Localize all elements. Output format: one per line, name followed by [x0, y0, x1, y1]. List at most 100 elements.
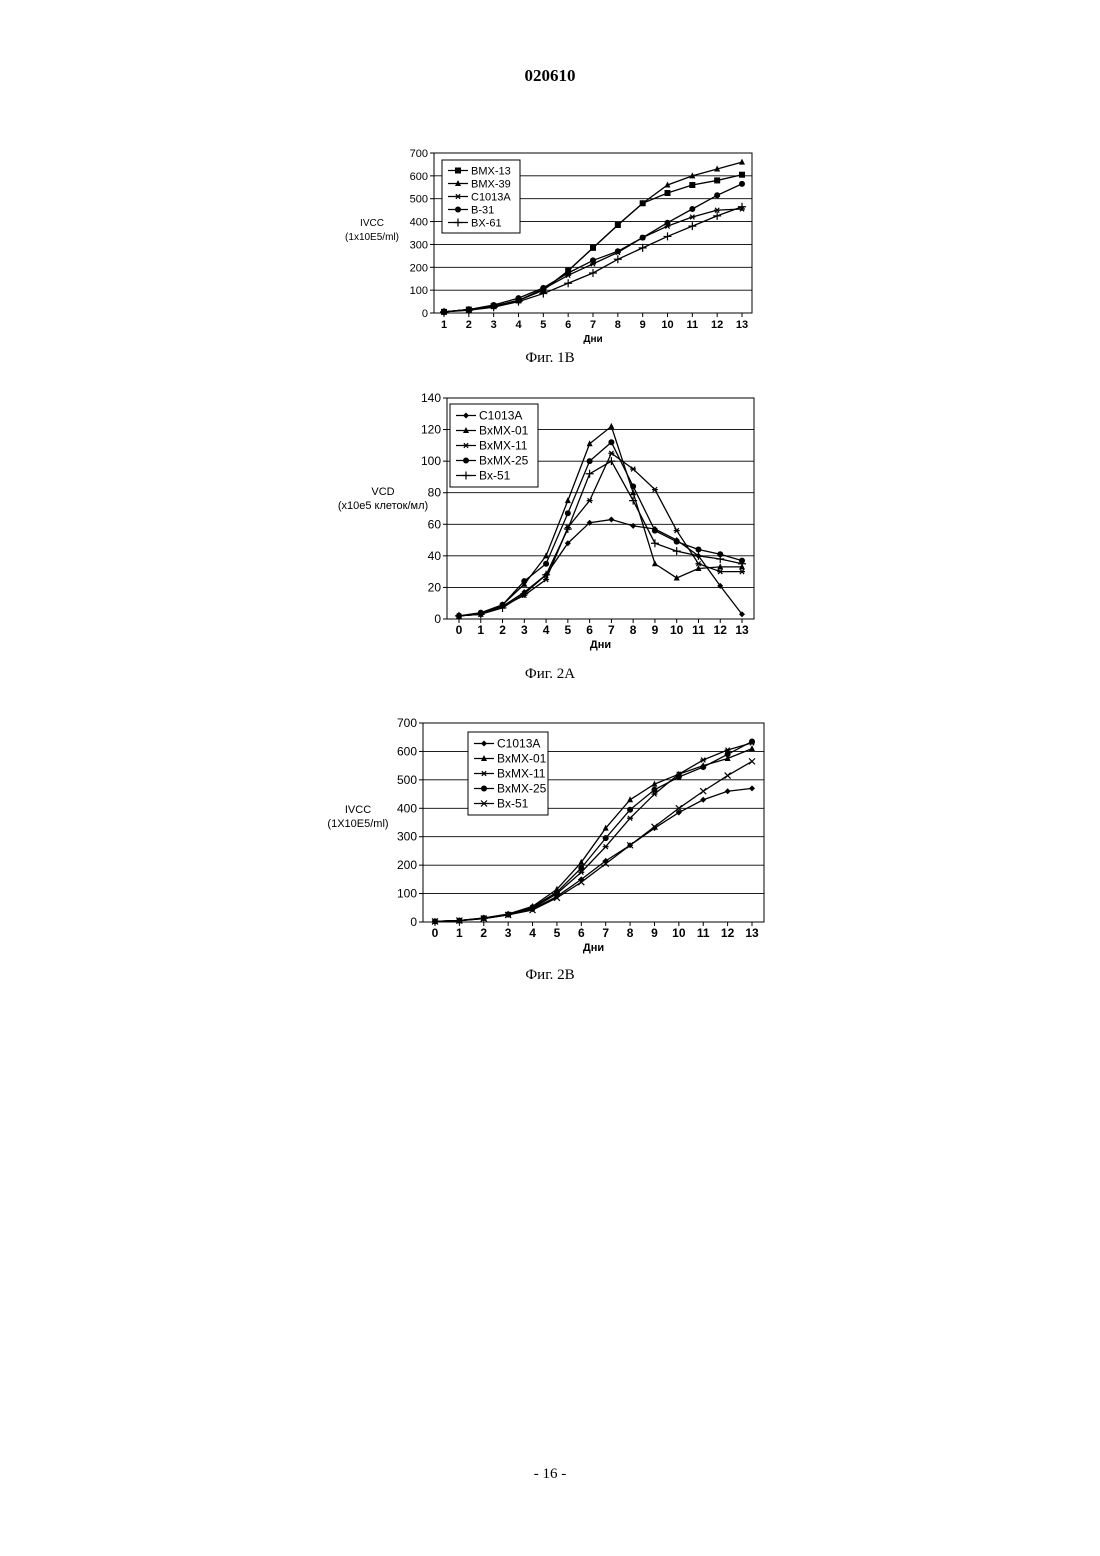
x-tick-label: 1 [441, 319, 447, 331]
x-tick-label: 13 [735, 623, 749, 637]
y-tick-label: 600 [410, 171, 428, 183]
y-tick-label: 700 [397, 716, 417, 730]
y-tick-label: 500 [397, 773, 417, 787]
y-axis-label: IVCC [360, 218, 384, 229]
data-point [578, 865, 584, 871]
x-tick-label: 10 [670, 623, 684, 637]
x-tick-label: 2 [499, 623, 506, 637]
x-tick-label: 11 [687, 319, 699, 331]
y-tick-label: 600 [397, 744, 417, 758]
x-axis-label: Дни [583, 942, 604, 954]
data-point [749, 738, 755, 744]
y-tick-label: 200 [397, 858, 417, 872]
y-axis-label: IVCC [345, 804, 371, 816]
x-tick-label: 3 [491, 319, 497, 331]
x-tick-label: 2 [466, 319, 472, 331]
data-point [695, 547, 701, 553]
legend-label: BxMX-01 [497, 752, 547, 766]
x-tick-label: 0 [456, 623, 463, 637]
y-axis-label: (x10e5 клеток/мл) [338, 500, 428, 512]
y-tick-label: 40 [428, 549, 442, 563]
data-point [630, 483, 636, 489]
x-tick-label: 8 [630, 623, 637, 637]
data-point [590, 257, 596, 263]
data-point [700, 764, 706, 770]
y-tick-label: 400 [397, 801, 417, 815]
legend-label: BMX-39 [471, 179, 511, 191]
y-tick-label: 20 [428, 580, 442, 594]
x-axis-label: Дни [583, 334, 602, 345]
x-tick-label: 12 [714, 623, 728, 637]
figure-2a-chart: 020406080100120140012345678910111213ДниV… [330, 385, 770, 663]
x-tick-label: 9 [640, 319, 646, 331]
figure-1b-svg: 010020030040050060070012345678910111213Д… [330, 140, 770, 352]
legend-marker [481, 786, 487, 792]
x-tick-label: 3 [505, 926, 512, 940]
y-tick-label: 300 [397, 830, 417, 844]
figure-2a-svg: 020406080100120140012345678910111213ДниV… [330, 385, 770, 663]
data-point [608, 439, 614, 445]
x-tick-label: 1 [477, 623, 484, 637]
y-tick-label: 120 [421, 423, 441, 437]
x-tick-label: 12 [711, 319, 723, 331]
x-tick-label: 10 [672, 926, 686, 940]
y-tick-label: 0 [434, 612, 441, 626]
data-point [651, 787, 657, 793]
x-tick-label: 0 [432, 926, 439, 940]
data-point [665, 190, 671, 196]
x-tick-label: 11 [697, 926, 710, 940]
legend-label: Bx-51 [479, 469, 511, 483]
x-tick-label: 7 [608, 623, 615, 637]
legend-label: BMX-13 [471, 166, 511, 178]
x-tick-label: 9 [652, 623, 659, 637]
data-point [714, 192, 720, 198]
x-tick-label: 7 [602, 926, 609, 940]
x-tick-label: 13 [736, 319, 748, 331]
x-tick-label: 4 [529, 926, 536, 940]
y-tick-label: 200 [410, 262, 428, 274]
data-point [689, 206, 695, 212]
x-tick-label: 2 [480, 926, 487, 940]
figure-2a-caption: Фиг. 2A [0, 666, 1100, 683]
document-number: 020610 [0, 66, 1100, 86]
data-point [521, 578, 527, 584]
y-tick-label: 140 [421, 391, 441, 405]
y-tick-label: 500 [410, 194, 428, 206]
y-tick-label: 0 [410, 915, 417, 929]
y-tick-label: 400 [410, 217, 428, 229]
figure-2b-caption: Фиг. 2B [0, 967, 1100, 984]
data-point [640, 235, 646, 241]
legend-marker [455, 168, 461, 174]
x-tick-label: 7 [590, 319, 596, 331]
legend-marker [455, 207, 461, 213]
legend-label: BX-61 [471, 218, 502, 230]
data-point [565, 270, 571, 276]
legend-label: C1013A [479, 409, 522, 423]
data-point [554, 889, 560, 895]
legend-label: B-31 [471, 205, 494, 217]
legend-label: C1013A [497, 737, 540, 751]
x-tick-label: 6 [578, 926, 585, 940]
x-tick-label: 8 [627, 926, 634, 940]
x-tick-label: 13 [745, 926, 759, 940]
x-tick-label: 12 [721, 926, 735, 940]
data-point [689, 182, 695, 188]
y-tick-label: 80 [428, 486, 442, 500]
legend-label: BxMX-25 [479, 454, 529, 468]
y-tick-label: 0 [422, 308, 428, 320]
data-point [714, 177, 720, 183]
data-point [665, 220, 671, 226]
legend-label: C1013A [471, 192, 511, 204]
data-point [565, 510, 571, 516]
figure-1b-caption: Фиг. 1B [0, 350, 1100, 367]
data-point [543, 561, 549, 567]
x-tick-label: 11 [692, 623, 705, 637]
x-tick-label: 5 [554, 926, 561, 940]
data-point [615, 248, 621, 254]
y-axis-label: (1x10E5/ml) [345, 232, 399, 243]
legend-label: BxMX-25 [497, 782, 547, 796]
y-axis-label: (1X10E5/ml) [327, 818, 388, 830]
legend-label: BxMX-01 [479, 424, 529, 438]
legend-label: BxMX-11 [479, 439, 528, 453]
y-tick-label: 300 [410, 239, 428, 251]
